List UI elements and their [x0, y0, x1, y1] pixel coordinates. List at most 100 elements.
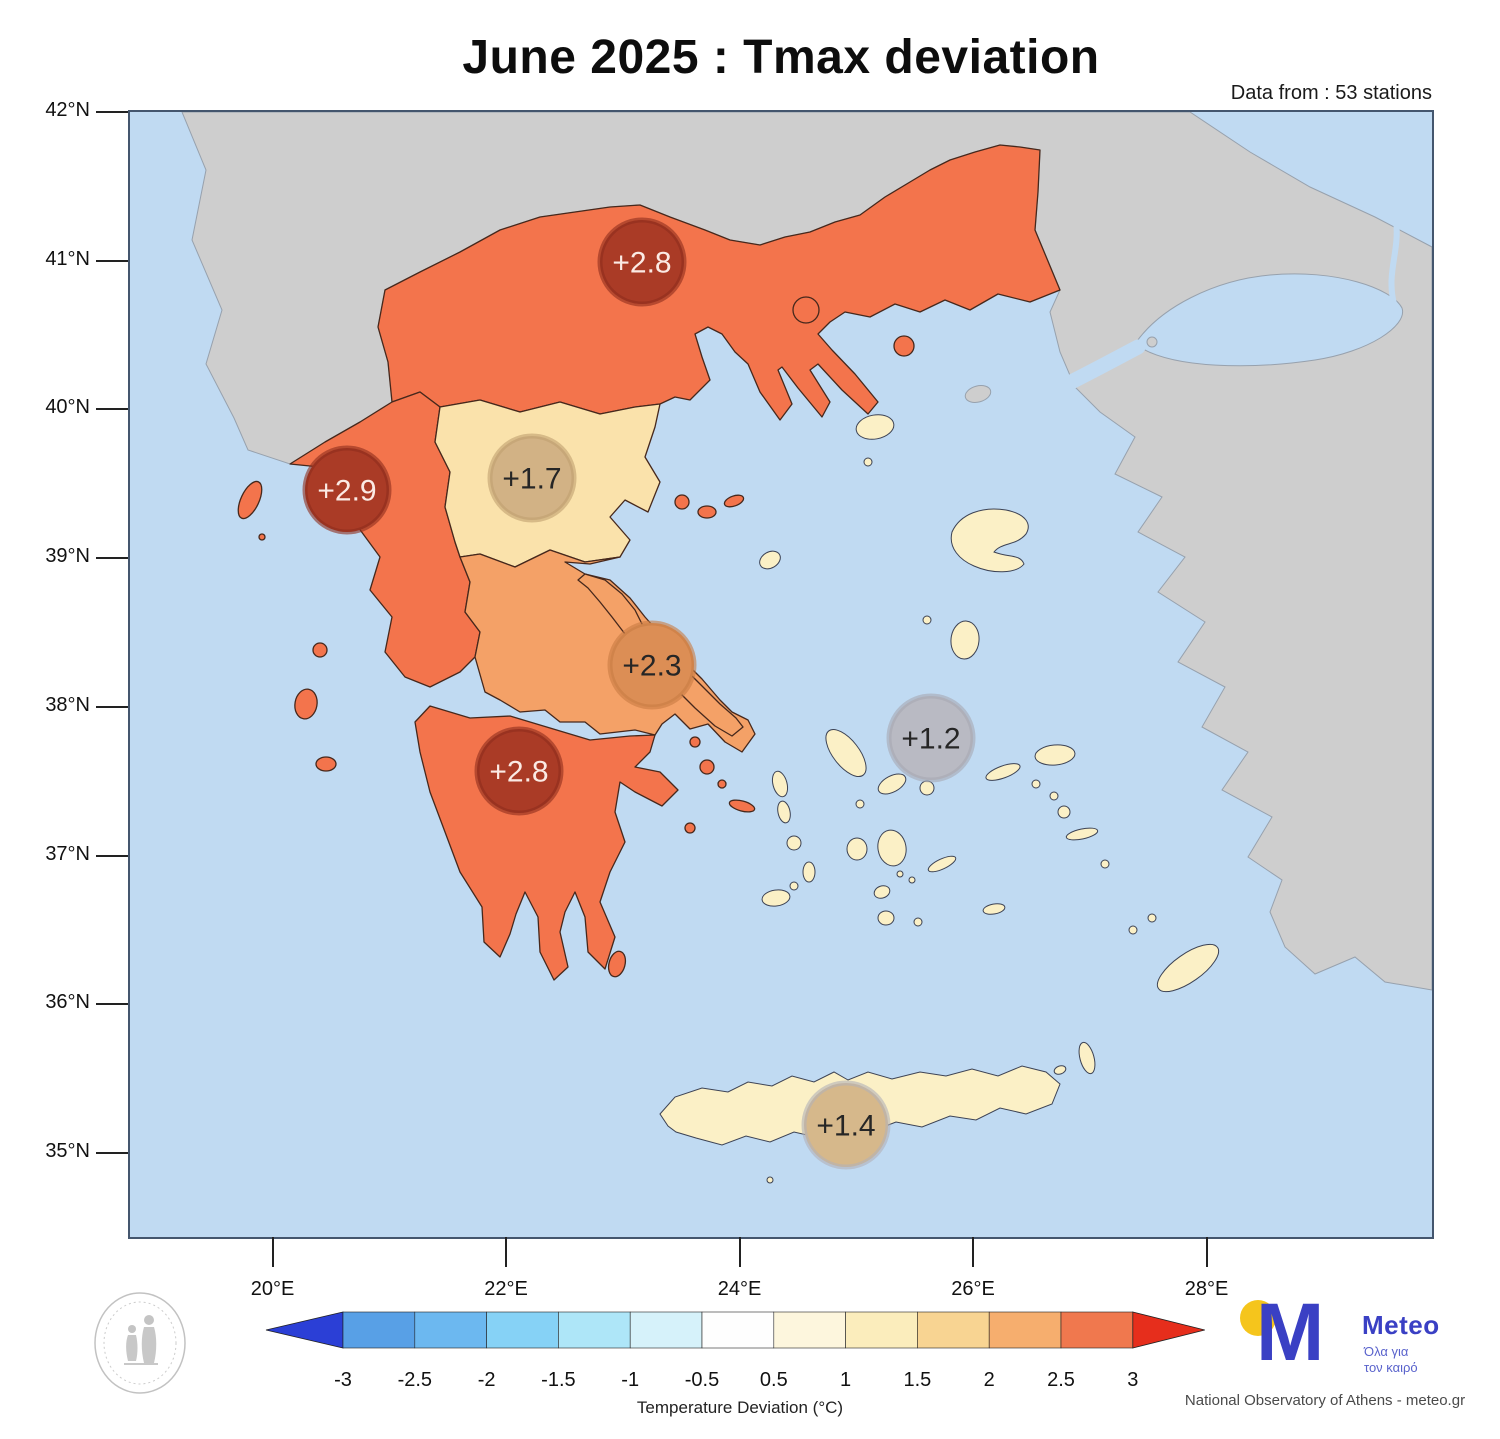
- kos-island: [1065, 827, 1099, 841]
- station-marker: +1.4: [801, 1080, 891, 1170]
- station-circle: [597, 217, 687, 307]
- lon-tick-label: 26°E: [951, 1278, 995, 1300]
- lat-tick-label: 40°N: [45, 396, 90, 419]
- station-value-label: +2.3: [622, 650, 681, 683]
- lesbos-island: [950, 508, 1029, 573]
- station-circle: [886, 693, 976, 783]
- station-circle: [607, 620, 697, 710]
- meteo-m-logo: M: [1256, 1287, 1325, 1378]
- noa-seal-logo: [94, 1292, 186, 1394]
- meteo-wordmark: Meteo: [1362, 1310, 1440, 1340]
- small-cyclades-island-2: [908, 876, 916, 884]
- thassos-island: [792, 296, 820, 324]
- meteo-logo: M Meteo Όλα για τον καιρό: [1200, 1288, 1480, 1398]
- meteo-tagline-line2: τον καιρό: [1364, 1360, 1418, 1375]
- station-circle: [801, 1080, 891, 1170]
- lat-tick-mark: [96, 705, 128, 708]
- colorbar-caption: Temperature Deviation (°C): [636, 1398, 844, 1417]
- lat-tick-label: 39°N: [45, 545, 90, 568]
- colorbar-tick-label: -2: [478, 1369, 496, 1391]
- colorbar-segment: [558, 1311, 631, 1349]
- colorbar-segment: [917, 1311, 990, 1349]
- astypalea-island: [982, 903, 1006, 915]
- lon-tick-mark: [1205, 1237, 1208, 1267]
- lat-tick-mark: [96, 408, 128, 411]
- icaria-island: [985, 763, 1021, 781]
- colorbar-left-arrow: [265, 1311, 344, 1349]
- lat-tick-label: 41°N: [45, 247, 90, 270]
- kefalonia-island: [294, 688, 318, 720]
- sifnos-island: [802, 861, 816, 883]
- poros-island: [717, 779, 727, 789]
- meteo-tagline: Όλα για τον καιρό: [1364, 1344, 1418, 1376]
- colorbar-tick-label: -3: [334, 1369, 352, 1391]
- station-value-label: +2.8: [612, 247, 671, 280]
- ionian-islands-group: [237, 296, 915, 978]
- meteo-tagline-line1: Όλα για: [1364, 1344, 1409, 1359]
- small-cyclades-island-1: [896, 870, 904, 878]
- station-marker: +2.9: [302, 445, 392, 535]
- colorbar-segment: [486, 1311, 559, 1349]
- colorbar-tick-label: 3: [1127, 1369, 1138, 1391]
- colorbar-segment: [414, 1311, 487, 1349]
- skiathos-island: [674, 494, 690, 510]
- stations-count-note: Data from : 53 stations: [1230, 82, 1432, 104]
- colorbar-segment: [773, 1311, 846, 1349]
- lat-tick-label: 42°N: [45, 99, 90, 121]
- colorbar-tick-label: -0.5: [685, 1369, 719, 1391]
- lon-tick-mark: [271, 1237, 274, 1267]
- paxi-island: [258, 533, 266, 541]
- lat-tick-mark: [96, 557, 128, 560]
- lon-tick-label: 22°E: [484, 1278, 528, 1300]
- aegean-islands-group: [759, 414, 1220, 1184]
- colorbar-tick-label: 1: [840, 1369, 851, 1391]
- chios-island: [950, 620, 980, 660]
- serifos-island: [786, 835, 802, 851]
- station-circle: [302, 445, 392, 535]
- hydra-island: [728, 799, 756, 813]
- lon-tick-label: 20°E: [250, 1278, 295, 1300]
- station-circle: [474, 726, 564, 816]
- lon-tick-label: 28°E: [1184, 1278, 1229, 1300]
- station-marker: +1.2: [886, 693, 976, 783]
- lat-tick-mark: [96, 854, 128, 857]
- station-marker: +2.3: [607, 620, 697, 710]
- page-title: June 2025 : Tmax deviation: [462, 31, 1100, 84]
- kythnos-island: [777, 800, 791, 824]
- station-value-label: +1.7: [502, 463, 561, 496]
- psara-island: [922, 615, 932, 625]
- karpathos-island: [1078, 1041, 1096, 1075]
- naxos-island: [877, 829, 907, 867]
- colorbar-tick-label: 0.5: [760, 1369, 788, 1391]
- colorbar-segment: [629, 1311, 703, 1349]
- lon-tick-label: 24°E: [717, 1278, 762, 1300]
- gavdos-island: [766, 1176, 774, 1184]
- marmara-island: [1146, 336, 1158, 348]
- lat-tick-label: 36°N: [45, 991, 90, 1014]
- amorgos-island: [927, 855, 957, 873]
- colorbar: -3 -2.5 -2 -1.5 -1 -0.5 0.5 1 1.5 2 2.5 3: [265, 1311, 1205, 1391]
- region-macedonia-thrace: [377, 144, 1061, 421]
- colorbar-segment: [342, 1311, 416, 1349]
- station-marker: +2.8: [474, 726, 564, 816]
- anafi-island: [913, 917, 923, 927]
- lon-tick-mark: [972, 1237, 974, 1267]
- kea-island: [771, 770, 789, 798]
- lat-tick-mark: [96, 1003, 128, 1006]
- colorbar-tick-label: -1: [621, 1369, 639, 1391]
- credit-line: National Observatory of Athens - meteo.g…: [1184, 1392, 1466, 1409]
- salamina-island: [689, 736, 701, 748]
- station-marker: +2.8: [597, 217, 687, 307]
- colorbar-tick-label: -1.5: [541, 1369, 575, 1391]
- station-value-label: +1.2: [901, 723, 960, 756]
- kalymnos-island: [1057, 805, 1071, 819]
- dardanelles-strait: [984, 339, 1146, 427]
- sea-of-marmara: [1134, 273, 1404, 367]
- colorbar-tick-label: -2.5: [398, 1369, 432, 1391]
- rhodes-island: [1156, 943, 1220, 993]
- station-value-label: +1.4: [816, 1110, 875, 1143]
- greece-map-svg: +2.8 +2.9 +1.7 +2.3 +1.2 +2.8 +1.4: [130, 112, 1432, 1237]
- station-value-label: +2.8: [489, 756, 548, 789]
- lat-tick-label: 37°N: [45, 842, 90, 865]
